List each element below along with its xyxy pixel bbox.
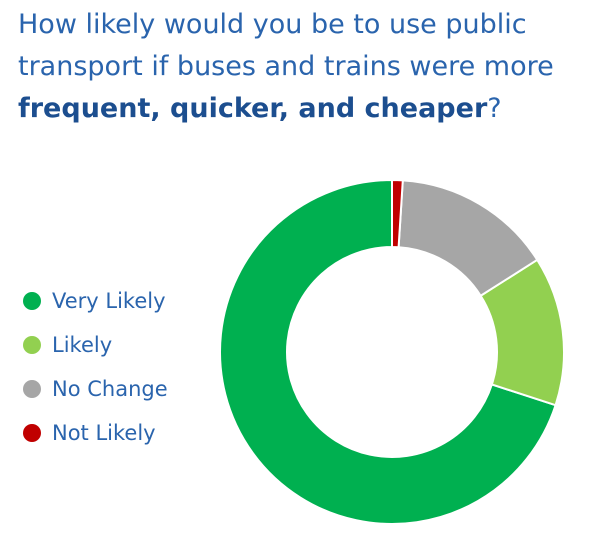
legend-marker bbox=[23, 424, 41, 442]
title-end: ? bbox=[487, 93, 502, 124]
title-text: How likely would you be to use public tr… bbox=[18, 9, 554, 82]
legend-marker bbox=[23, 336, 41, 354]
chart-title: How likely would you be to use public tr… bbox=[18, 4, 598, 130]
legend-marker bbox=[23, 292, 41, 310]
donut-segment bbox=[391, 178, 404, 249]
title-emphasis: frequent, quicker, and cheaper bbox=[18, 93, 488, 124]
legend-label: Not Likely bbox=[52, 421, 156, 445]
legend-label: No Change bbox=[52, 377, 168, 401]
legend-label: Likely bbox=[52, 333, 112, 357]
legend-marker bbox=[23, 380, 41, 398]
legend-label: Very Likely bbox=[52, 289, 166, 313]
donut-segment bbox=[219, 178, 557, 525]
